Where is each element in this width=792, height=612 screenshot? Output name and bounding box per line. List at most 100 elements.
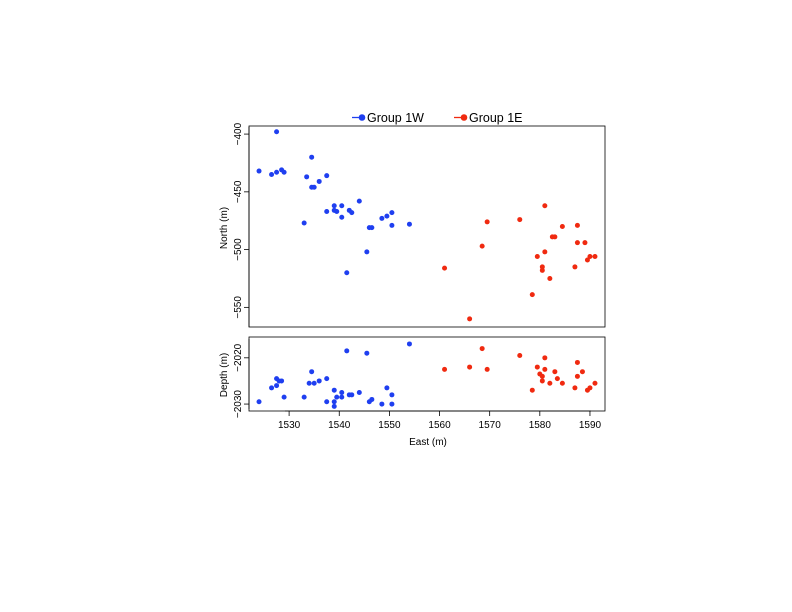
point-group-1e (587, 385, 593, 391)
point-group-1w (356, 198, 362, 204)
legend-marker-group-1w (358, 114, 366, 121)
point-group-1e (467, 364, 473, 370)
point-group-1w (301, 220, 307, 226)
y-tick-label: −450 (233, 180, 244, 203)
y-tick-label: −400 (233, 122, 244, 145)
point-group-1e (554, 376, 560, 382)
point-group-1e (539, 267, 545, 273)
legend-entry-group-1w: Group 1W (352, 111, 424, 125)
point-group-1w (406, 341, 412, 347)
point-group-1e (574, 373, 580, 379)
point-group-1w (274, 383, 280, 389)
x-tick-label: 1550 (378, 420, 401, 431)
y-tick-label: −550 (233, 296, 244, 319)
point-group-1e (529, 292, 535, 298)
point-group-1w (324, 399, 330, 405)
point-group-1e (539, 373, 545, 379)
point-group-1e (539, 378, 545, 384)
point-group-1e (552, 234, 558, 240)
point-group-1w (364, 249, 370, 255)
point-group-1e (592, 380, 598, 386)
legend-entry-group-1e: Group 1E (454, 111, 523, 125)
point-group-1w (334, 208, 340, 214)
point-group-1e (442, 265, 448, 271)
point-group-1w (356, 390, 362, 395)
point-group-1w (324, 208, 330, 214)
point-group-1w (384, 385, 390, 391)
point-group-1e (587, 254, 593, 260)
panel-depth: −2030 −2020 Depth (m) 1530 1540 1550 1560 157… (219, 336, 606, 448)
point-group-1w (369, 225, 375, 231)
point-group-1e (484, 366, 490, 372)
point-group-1w (306, 380, 312, 386)
point-group-1w (269, 385, 275, 391)
point-group-1w (339, 390, 345, 395)
point-group-1e (582, 240, 588, 246)
x-tick-label: 1540 (328, 420, 351, 431)
point-group-1e (542, 203, 548, 209)
point-group-1w (316, 378, 322, 384)
y-ticks-depth: −2030 −2020 (233, 343, 249, 418)
point-group-1w (364, 350, 370, 356)
point-group-1e (572, 264, 578, 270)
point-group-1w (281, 169, 287, 175)
point-group-1w (339, 214, 345, 220)
point-group-1w (304, 174, 310, 180)
point-group-1w (389, 401, 395, 407)
point-group-1e (539, 264, 545, 270)
point-group-1w (339, 394, 345, 400)
point-group-1w (339, 203, 345, 209)
legend-label-group-1e: Group 1E (469, 111, 523, 125)
point-group-1e (574, 359, 580, 365)
point-group-1w (331, 403, 337, 409)
legend: Group 1W Group 1E (352, 111, 523, 125)
point-group-1e (547, 275, 553, 281)
x-axis-east: 1530 1540 1550 1560 1570 1580 1590 East (m) (278, 410, 602, 448)
point-group-1w (389, 392, 395, 398)
y-axis-depth: −2030 −2020 Depth (m) (219, 339, 250, 418)
point-group-1e (517, 353, 523, 358)
y-tick-label: −500 (233, 238, 244, 261)
point-group-1w (379, 215, 385, 221)
point-group-1w (389, 222, 395, 228)
point-group-1w (334, 394, 340, 400)
point-group-1w (406, 221, 412, 227)
x-axis-label-east: East (m) (409, 437, 447, 448)
point-group-1e (479, 243, 485, 249)
point-group-1w (316, 178, 322, 184)
point-group-1e (442, 366, 448, 372)
point-group-1e (574, 240, 580, 246)
point-group-1w (369, 396, 375, 402)
y-ticks-north: −550 −500 −450 −400 (233, 122, 249, 319)
point-group-1w (256, 399, 262, 405)
point-group-1w (309, 154, 315, 160)
point-group-1w (389, 210, 395, 216)
points-north (256, 129, 598, 322)
point-group-1e (542, 249, 548, 255)
y-tick-label: −2020 (233, 343, 244, 372)
x-tick-label: 1590 (579, 420, 602, 431)
x-tick-label: 1530 (278, 420, 301, 431)
point-group-1w (301, 394, 307, 400)
point-group-1w (379, 401, 385, 407)
point-group-1w (274, 129, 280, 135)
point-group-1e (559, 380, 565, 386)
point-group-1e (517, 217, 523, 223)
y-axis-north: −550 −500 −450 −400 North (m) (219, 122, 250, 327)
point-group-1e (552, 369, 558, 375)
point-group-1w (324, 376, 330, 382)
plot-frame-depth (248, 336, 606, 412)
point-group-1w (281, 394, 287, 400)
point-group-1e (467, 316, 473, 322)
point-group-1w (331, 399, 337, 405)
point-group-1w (349, 392, 355, 398)
point-group-1e (592, 254, 598, 260)
point-group-1w (309, 369, 315, 375)
point-group-1w (311, 380, 317, 386)
point-group-1w (384, 213, 390, 219)
point-group-1e (559, 224, 565, 229)
x-tick-label: 1570 (479, 420, 502, 431)
y-axis-label-north: North (m) (219, 207, 230, 249)
x-ticks-east: 1530 1540 1550 1560 1570 1580 1590 (278, 411, 602, 431)
point-group-1e (574, 222, 580, 228)
